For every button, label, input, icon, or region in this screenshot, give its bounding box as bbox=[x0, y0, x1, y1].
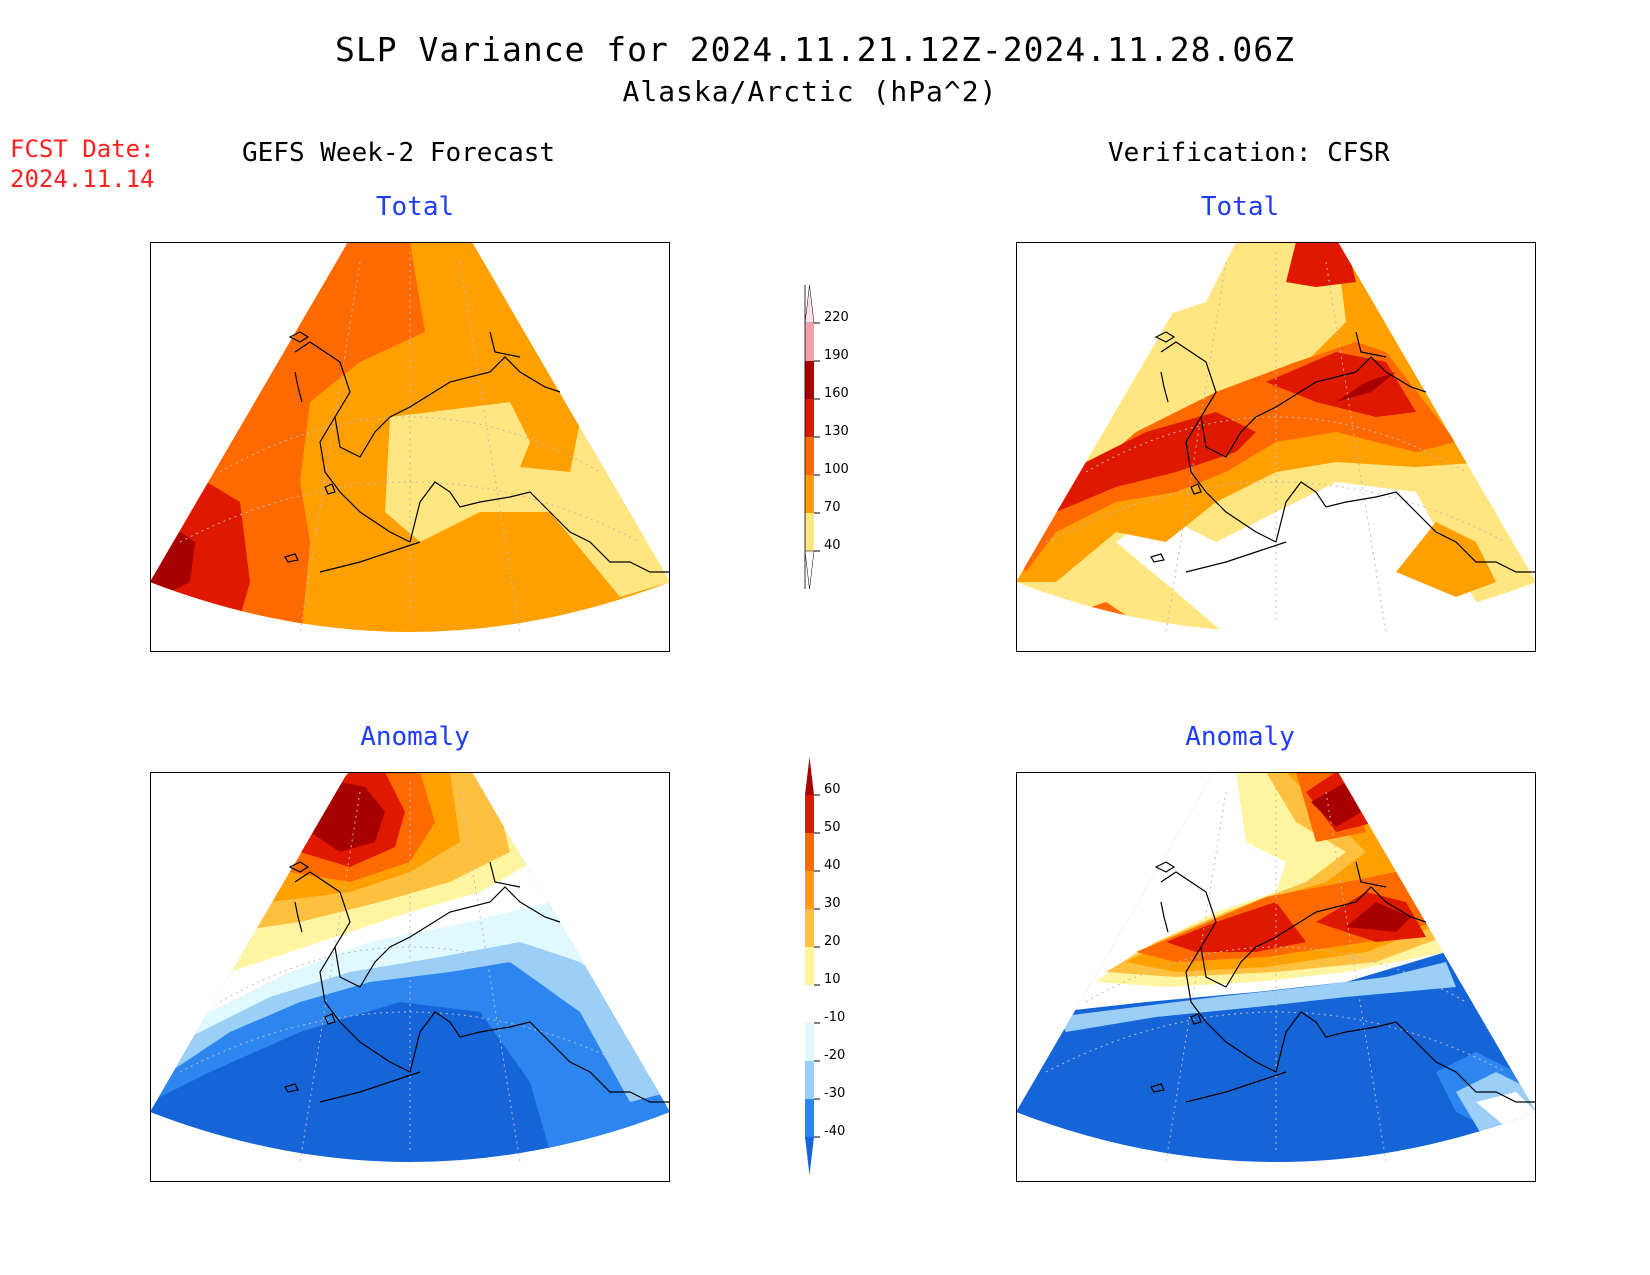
verification-total-title: Total bbox=[1200, 192, 1280, 222]
coastline bbox=[1150, 861, 1536, 1103]
coastline bbox=[284, 331, 670, 573]
colorbar-tick-label: 190 bbox=[824, 348, 849, 363]
coastline bbox=[284, 861, 670, 1103]
colorbar-segment bbox=[805, 475, 814, 513]
graticule bbox=[1045, 782, 1507, 1163]
verification-total-map bbox=[1016, 242, 1536, 652]
colorbar-top-arrow bbox=[805, 757, 814, 795]
colorbar-tick-label: 30 bbox=[824, 896, 841, 911]
graticule bbox=[1045, 252, 1507, 633]
verification-column-heading: Verification: CFSR bbox=[1108, 138, 1390, 168]
colorbar-tick-label: 220 bbox=[824, 310, 849, 325]
colorbar-segment bbox=[805, 795, 814, 833]
forecast-anomaly-frame bbox=[150, 772, 670, 1182]
shade-70-100-b bbox=[1396, 522, 1496, 597]
map-subtitle: Alaska/Arctic (hPa^2) bbox=[622, 75, 998, 108]
shade-above-60-b bbox=[1311, 782, 1361, 827]
colorbar-tick-label: 20 bbox=[824, 934, 841, 949]
forecast-total-frame bbox=[150, 242, 670, 652]
forecast-column-heading: GEFS Week-2 Forecast bbox=[242, 138, 556, 168]
fcst-date-value: 2024.11.14 bbox=[10, 165, 155, 193]
verification-anomaly-frame bbox=[1016, 772, 1536, 1182]
colorbar-tick-label: 130 bbox=[824, 424, 849, 439]
colorbar-segment bbox=[805, 1099, 814, 1137]
forecast-date-block: FCST Date: 2024.11.14 bbox=[10, 134, 155, 194]
colorbar-segment bbox=[805, 909, 814, 947]
colorbar-segment bbox=[805, 985, 814, 1023]
colorbar-segment bbox=[805, 947, 814, 985]
colorbar-tick-label: 60 bbox=[824, 782, 841, 797]
forecast-anomaly-title: Anomaly bbox=[360, 722, 470, 752]
colorbar-segment bbox=[805, 437, 814, 475]
shade-130-160-c bbox=[1286, 242, 1356, 287]
colorbar-tick-label: 160 bbox=[824, 386, 849, 401]
colorbar-top-arrow bbox=[804, 284, 815, 324]
colorbar-segment bbox=[805, 1061, 814, 1099]
forecast-anomaly-map bbox=[150, 772, 670, 1182]
fcst-date-label: FCST Date: bbox=[10, 135, 155, 163]
colorbar-segment bbox=[805, 871, 814, 909]
colorbar-segment bbox=[805, 513, 814, 551]
colorbar-segment bbox=[805, 323, 814, 361]
colorbar-tick-label: 50 bbox=[824, 820, 841, 835]
colorbar-segment bbox=[805, 361, 814, 399]
shade-160-190 bbox=[1336, 372, 1396, 402]
verification-anomaly-map bbox=[1016, 772, 1536, 1182]
total-colorbar: 40 70 100 130 160 190 220 bbox=[795, 280, 875, 624]
graticule bbox=[179, 252, 641, 633]
colorbar-tick-label: -40 bbox=[824, 1124, 845, 1139]
shade-above-60 bbox=[1346, 902, 1411, 932]
colorbar-tick-label: -10 bbox=[824, 1010, 845, 1025]
colorbar-bottom-arrow bbox=[805, 1137, 814, 1175]
colorbar-tick-label: 100 bbox=[824, 462, 849, 477]
colorbar-tick-label: 40 bbox=[824, 858, 841, 873]
colorbar-bottom-arrow bbox=[804, 550, 815, 590]
shade-160-190 bbox=[150, 532, 195, 602]
shade-130-160 bbox=[1026, 412, 1256, 532]
forecast-total-map bbox=[150, 242, 670, 652]
shade-30-20 bbox=[1056, 962, 1456, 1032]
colorbar-tick-label: -20 bbox=[824, 1048, 845, 1063]
colorbar-tick-label: 70 bbox=[824, 500, 841, 515]
colorbar-tick-label: 40 bbox=[824, 538, 841, 553]
verification-total-frame bbox=[1016, 242, 1536, 652]
forecast-total-title: Total bbox=[375, 192, 455, 222]
colorbar-tick-label: -30 bbox=[824, 1086, 845, 1101]
colorbar-segment bbox=[805, 1023, 814, 1061]
graticule bbox=[179, 782, 641, 1163]
anomaly-colorbar: -40 -30 -20 -10 10 20 30 40 50 60 bbox=[795, 752, 875, 1211]
map-title: SLP Variance for 2024.11.21.12Z-2024.11.… bbox=[335, 30, 1295, 69]
shade-130-160-b bbox=[1266, 352, 1416, 417]
colorbar-segment bbox=[805, 833, 814, 871]
verification-anomaly-title: Anomaly bbox=[1185, 722, 1295, 752]
coastline bbox=[1150, 331, 1536, 573]
colorbar-segment bbox=[805, 399, 814, 437]
colorbar-tick-label: 10 bbox=[824, 972, 841, 987]
